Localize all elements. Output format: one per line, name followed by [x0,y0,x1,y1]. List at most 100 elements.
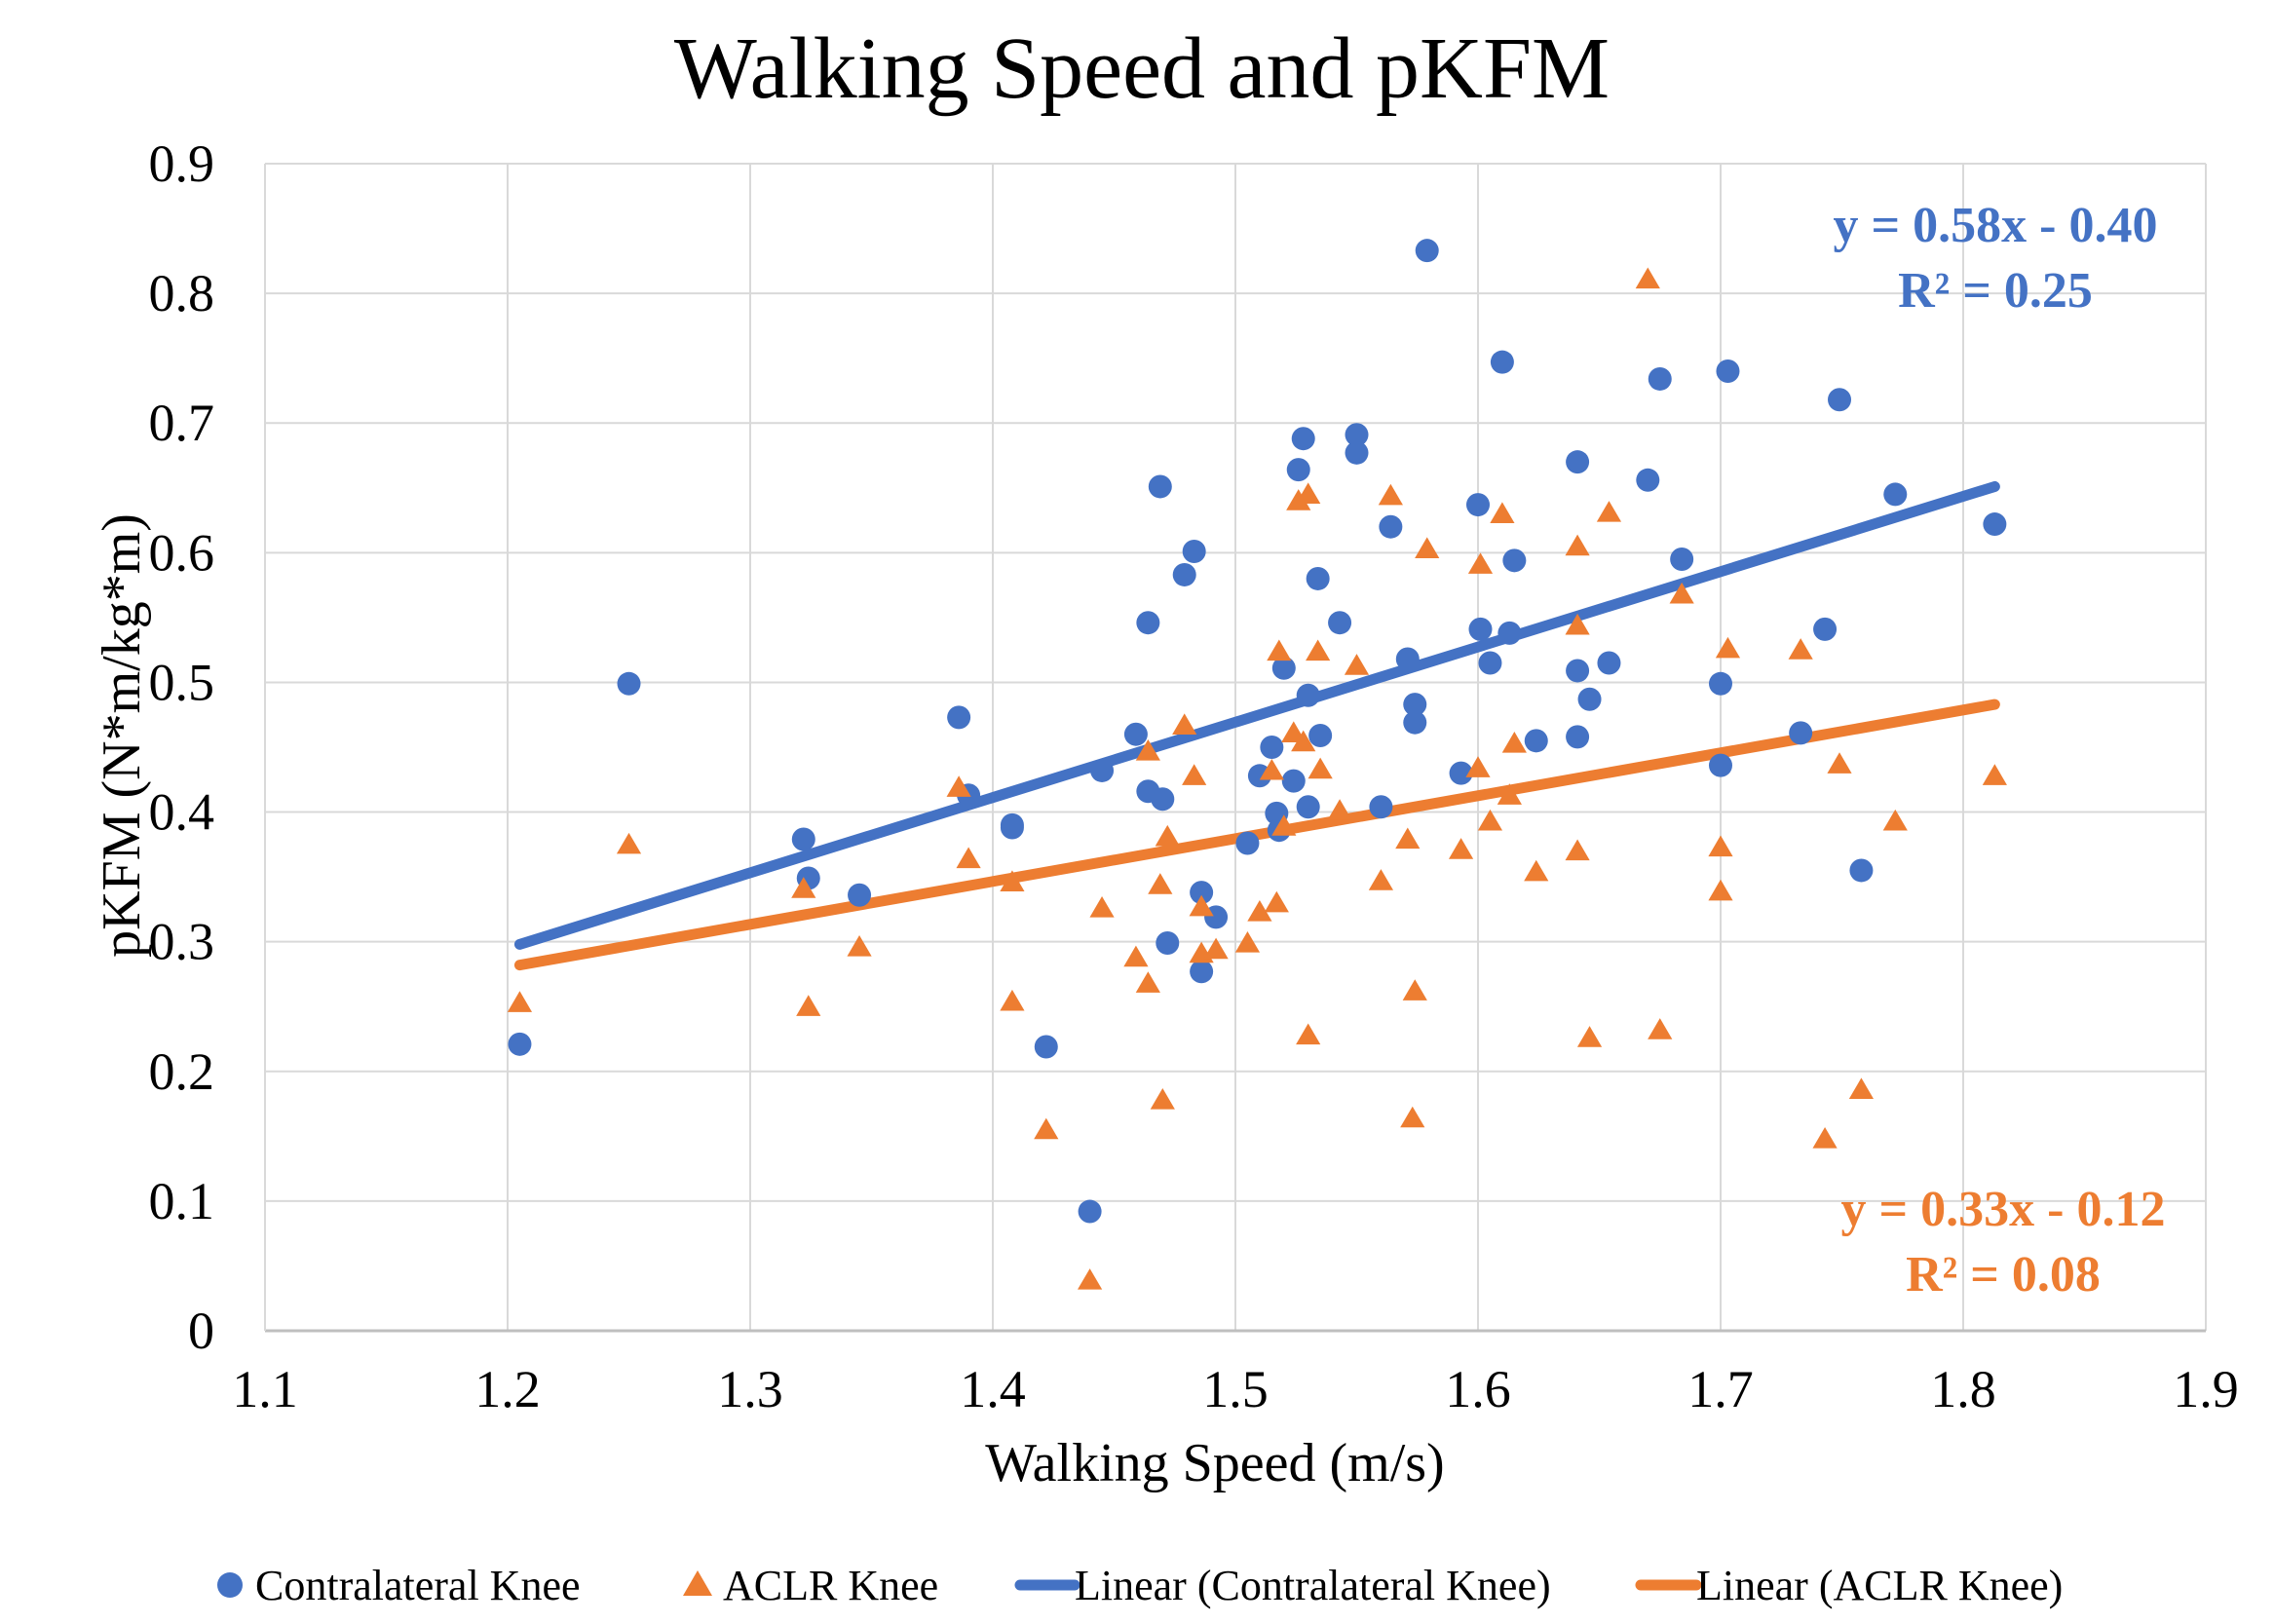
point-aclr [1306,639,1331,661]
y-tick-labels: 0 0.1 0.2 0.3 0.4 0.5 0.6 0.7 0.8 0.9 [149,134,215,1360]
point-aclr [1135,738,1160,761]
point-aclr [791,877,816,898]
point-contralateral [1468,617,1493,641]
y-tick-label: 0.1 [149,1172,215,1230]
x-tick-label: 1.2 [474,1360,541,1418]
point-contralateral [1308,724,1333,748]
point-aclr [1477,809,1503,831]
point-aclr [1148,873,1173,894]
point-contralateral [1566,725,1590,749]
point-contralateral [1415,239,1439,263]
point-contralateral [1497,621,1522,645]
point-aclr [1827,752,1852,774]
point-contralateral [1883,482,1908,507]
point-contralateral [1271,656,1296,680]
point-aclr [1155,824,1180,847]
point-aclr [1490,502,1515,523]
point-aclr [1135,971,1160,993]
point-contralateral [1709,671,1732,696]
data-points [507,239,2007,1290]
point-aclr [1465,756,1491,777]
point-contralateral [1670,547,1694,571]
point-aclr [1344,654,1370,675]
point-aclr [1635,267,1660,289]
point-aclr [1497,783,1522,805]
point-aclr [1296,1023,1321,1045]
point-aclr [1267,639,1292,661]
point-aclr [1172,713,1197,735]
point-aclr [1576,1026,1603,1047]
legend: Contralateral Knee ACLR Knee Linear (Con… [217,1562,2063,1609]
point-contralateral [1813,617,1838,641]
point-contralateral [1190,960,1214,984]
x-tick-label: 1.6 [1445,1360,1511,1418]
point-aclr [1308,757,1333,779]
point-aclr [1395,827,1421,850]
trendline-contralateral [513,480,2000,950]
gridlines [265,163,2207,1331]
point-aclr [1788,638,1813,660]
point-contralateral [1151,787,1175,812]
point-contralateral [1296,683,1320,707]
point-contralateral [617,671,641,696]
y-tick-label: 0.6 [149,523,215,582]
aclr-equation: y = 0.33x - 0.12 [1841,1182,2166,1237]
point-contralateral [1648,366,1672,391]
point-contralateral [1478,651,1502,675]
point-aclr [1400,1106,1425,1128]
y-tick-label: 0.3 [149,913,215,971]
point-contralateral [1148,474,1172,499]
point-aclr [1648,1018,1673,1039]
x-tick-label: 1.9 [2173,1360,2239,1418]
axes [264,164,2206,1333]
point-contralateral [1306,566,1330,590]
point-contralateral [1403,693,1427,717]
y-tick-label: 0.7 [149,394,215,452]
legend-label-contralateral: Contralateral Knee [255,1562,581,1609]
point-aclr [1708,835,1733,857]
point-contralateral [1466,493,1490,517]
point-contralateral [1716,359,1740,383]
point-aclr [956,847,981,869]
point-aclr [1000,870,1025,892]
point-contralateral [1182,540,1206,564]
point-aclr [796,995,821,1016]
point-contralateral [1789,721,1813,745]
x-tick-label: 1.8 [1930,1360,1996,1418]
chart-title: Walking Speed and pKFM [674,20,1610,117]
point-aclr [1291,730,1316,752]
point-contralateral [1090,758,1115,782]
point-aclr [1565,613,1590,635]
point-contralateral [1379,514,1403,539]
point-contralateral [1296,795,1320,819]
point-aclr [1524,859,1549,882]
y-tick-label: 0 [188,1302,214,1360]
point-contralateral [1636,468,1660,492]
point-aclr [1882,809,1908,831]
point-aclr [1565,534,1590,556]
point-contralateral [1190,881,1214,905]
point-aclr [1234,930,1261,953]
point-contralateral [1281,769,1306,793]
contralateral-r2: R² = 0.25 [1898,263,2093,319]
point-aclr [1150,1088,1175,1110]
point-aclr [1715,636,1741,659]
point-contralateral [848,883,872,907]
point-aclr [1000,989,1025,1011]
point-contralateral [1000,815,1024,840]
x-tick-labels: 1.1 1.2 1.3 1.4 1.5 1.6 1.7 1.8 1.9 [232,1360,2239,1418]
point-aclr [1264,890,1289,913]
point-aclr [1448,838,1474,859]
legend-marker-contralateral [217,1572,243,1598]
point-aclr [1982,764,2007,785]
point-contralateral [1577,687,1602,711]
point-aclr [1565,839,1590,861]
point-aclr [1848,1077,1875,1100]
contralateral-equation: y = 0.58x - 0.40 [1834,198,2158,253]
point-aclr [1189,894,1214,917]
point-aclr [946,775,971,797]
point-contralateral [1369,795,1393,819]
point-contralateral [1566,450,1590,474]
point-contralateral [1983,512,2007,537]
